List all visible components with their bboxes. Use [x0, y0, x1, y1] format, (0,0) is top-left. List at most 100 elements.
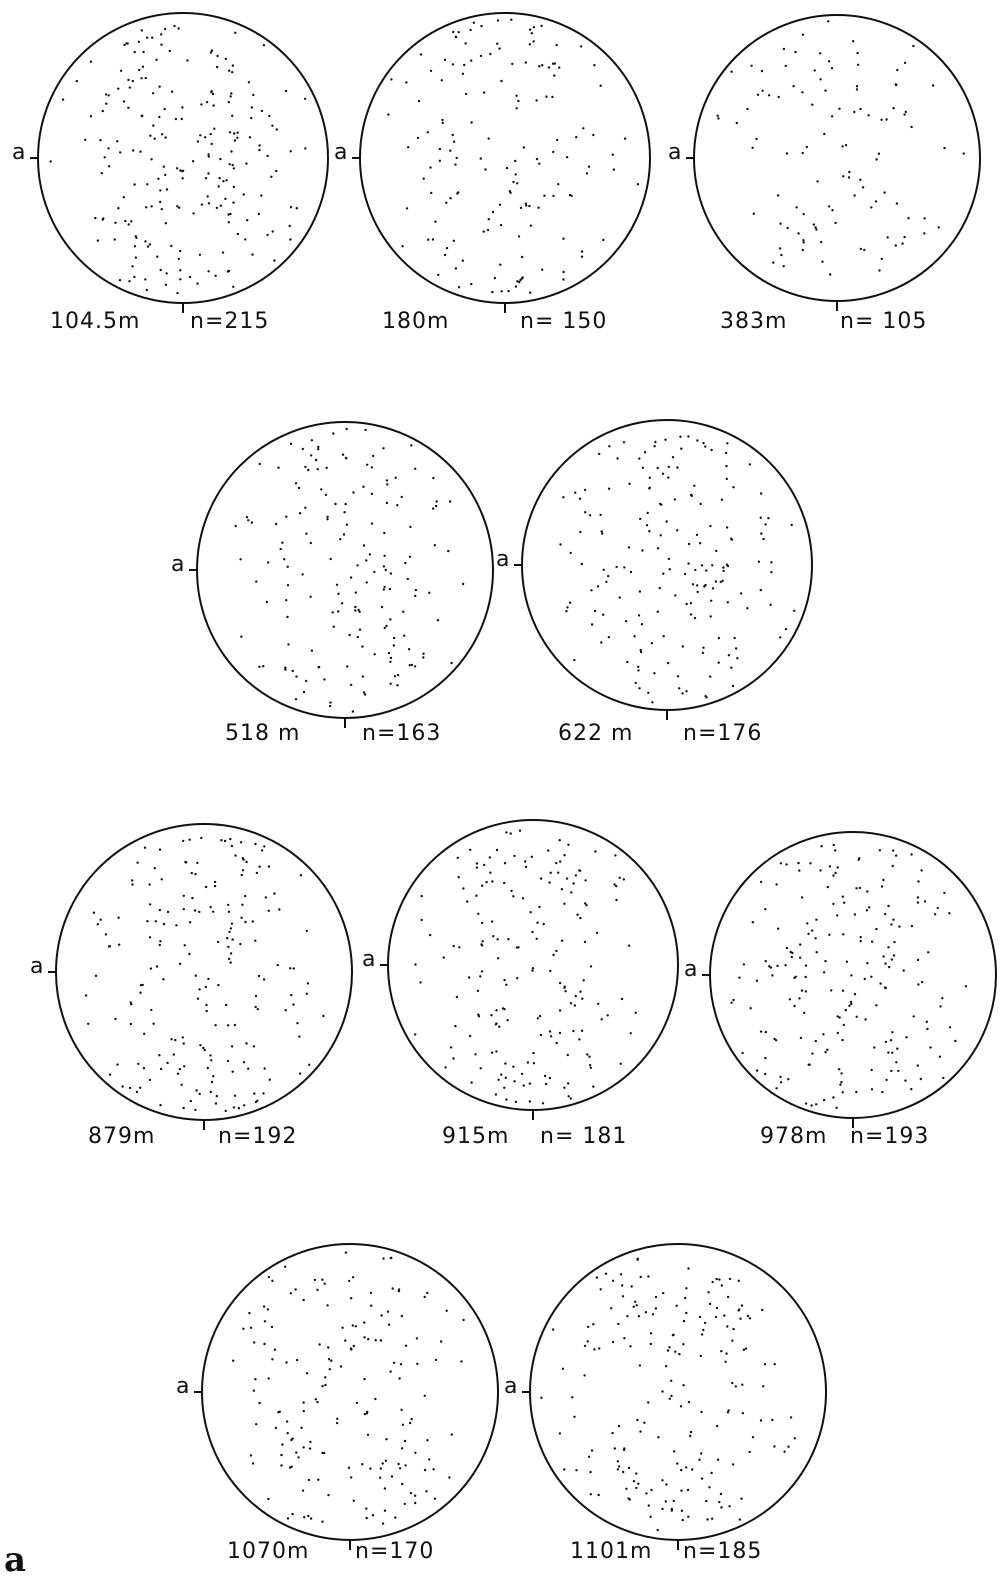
fabric-point	[196, 861, 199, 865]
fabric-point	[301, 447, 305, 451]
fabric-point	[470, 282, 473, 286]
fabric-point	[233, 132, 236, 135]
fabric-point	[826, 1048, 829, 1052]
fabric-point	[583, 1374, 586, 1377]
fabric-point	[653, 672, 656, 675]
fabric-point	[897, 1069, 900, 1073]
fabric-point	[394, 1516, 397, 1519]
fabric-point	[650, 642, 654, 645]
fabric-point	[448, 500, 452, 503]
fabric-point	[286, 1517, 290, 1520]
fabric-point	[748, 1450, 751, 1454]
fabric-point	[232, 185, 236, 189]
fabric-point	[226, 936, 229, 940]
fabric-point	[480, 970, 484, 973]
fabric-point	[513, 1080, 516, 1083]
fabric-point	[511, 62, 514, 66]
fabric-point	[890, 923, 893, 926]
fabric-point	[389, 1370, 392, 1373]
fabric-point	[419, 53, 423, 56]
fabric-point	[807, 932, 810, 936]
fabric-point	[885, 1078, 888, 1082]
fabric-point	[891, 864, 894, 868]
fabric-point	[413, 665, 417, 668]
fabric-point	[637, 669, 640, 672]
fabric-point	[800, 989, 804, 992]
fabric-point	[617, 1322, 620, 1326]
fabric-point	[694, 568, 697, 572]
fabric-point	[365, 559, 368, 562]
fabric-point	[249, 1326, 253, 1330]
fabric-point	[370, 492, 374, 496]
fabric-point	[895, 202, 899, 205]
fabric-point	[558, 981, 562, 985]
fabric-point	[738, 1518, 741, 1521]
fabric-point	[384, 568, 387, 572]
fabric-point	[942, 1076, 945, 1080]
fabric-point	[332, 432, 335, 435]
fabric-point	[589, 1066, 592, 1070]
fabric-point	[487, 218, 490, 221]
a-axis-label: a	[684, 957, 698, 982]
fabric-point	[519, 206, 523, 210]
fabric-point	[688, 1434, 692, 1438]
fabric-point	[242, 858, 245, 861]
fabric-point	[777, 927, 780, 930]
fabric-point	[490, 1014, 493, 1017]
fabric-point	[566, 1053, 569, 1057]
fabric-point	[239, 558, 242, 561]
fabric-point	[615, 884, 618, 888]
fabric-point	[790, 955, 793, 959]
fabric-point	[662, 635, 665, 638]
fabric-point	[195, 1089, 198, 1092]
fabric-point	[710, 448, 713, 452]
fabric-point	[878, 849, 882, 852]
fabric-point	[619, 1273, 623, 1276]
fabric-point	[407, 648, 411, 651]
fabric-point	[730, 666, 733, 669]
fabric-point	[462, 887, 465, 890]
fabric-point	[337, 610, 340, 613]
fabric-point	[578, 869, 581, 872]
a-axis-label: a	[12, 140, 26, 165]
fabric-point	[480, 24, 483, 28]
fabric-point	[175, 924, 178, 927]
fabric-point	[564, 990, 567, 993]
fabric-point	[548, 1030, 552, 1033]
fabric-point	[737, 1279, 740, 1283]
fabric-point	[826, 885, 829, 889]
fabric-point	[363, 1412, 367, 1416]
fabric-point	[907, 217, 910, 220]
sample-count-label: n=185	[683, 1539, 763, 1564]
fabric-point	[414, 1501, 417, 1505]
fabric-point	[289, 238, 292, 241]
fabric-point	[622, 878, 625, 881]
sample-count-label: n= 105	[840, 309, 928, 334]
fabric-point	[771, 974, 774, 977]
fabric-point	[108, 1073, 112, 1076]
fabric-point	[645, 524, 649, 527]
fabric-point	[520, 1072, 524, 1076]
fabric-point	[152, 1022, 155, 1025]
net-circle	[387, 819, 679, 1111]
fabric-point	[314, 458, 318, 462]
fabric-point	[732, 486, 735, 489]
fabric-point	[164, 283, 168, 286]
fabric-point	[302, 1409, 305, 1413]
fabric-point	[873, 1046, 876, 1049]
fabric-point	[731, 1381, 734, 1385]
fabric-point	[802, 239, 805, 242]
fabric-point	[385, 479, 389, 482]
fabric-point	[618, 876, 621, 879]
fabric-point	[354, 591, 357, 594]
fabric-point	[240, 635, 243, 638]
fabric-point	[661, 1507, 664, 1511]
fabric-point	[329, 701, 332, 704]
fabric-point	[118, 279, 122, 282]
fabric-point	[255, 871, 259, 875]
fabric-point	[891, 1031, 894, 1034]
fabric-point	[516, 182, 519, 185]
fabric-point	[892, 849, 895, 852]
fabric-point	[316, 468, 319, 471]
fabric-point	[452, 1057, 455, 1060]
